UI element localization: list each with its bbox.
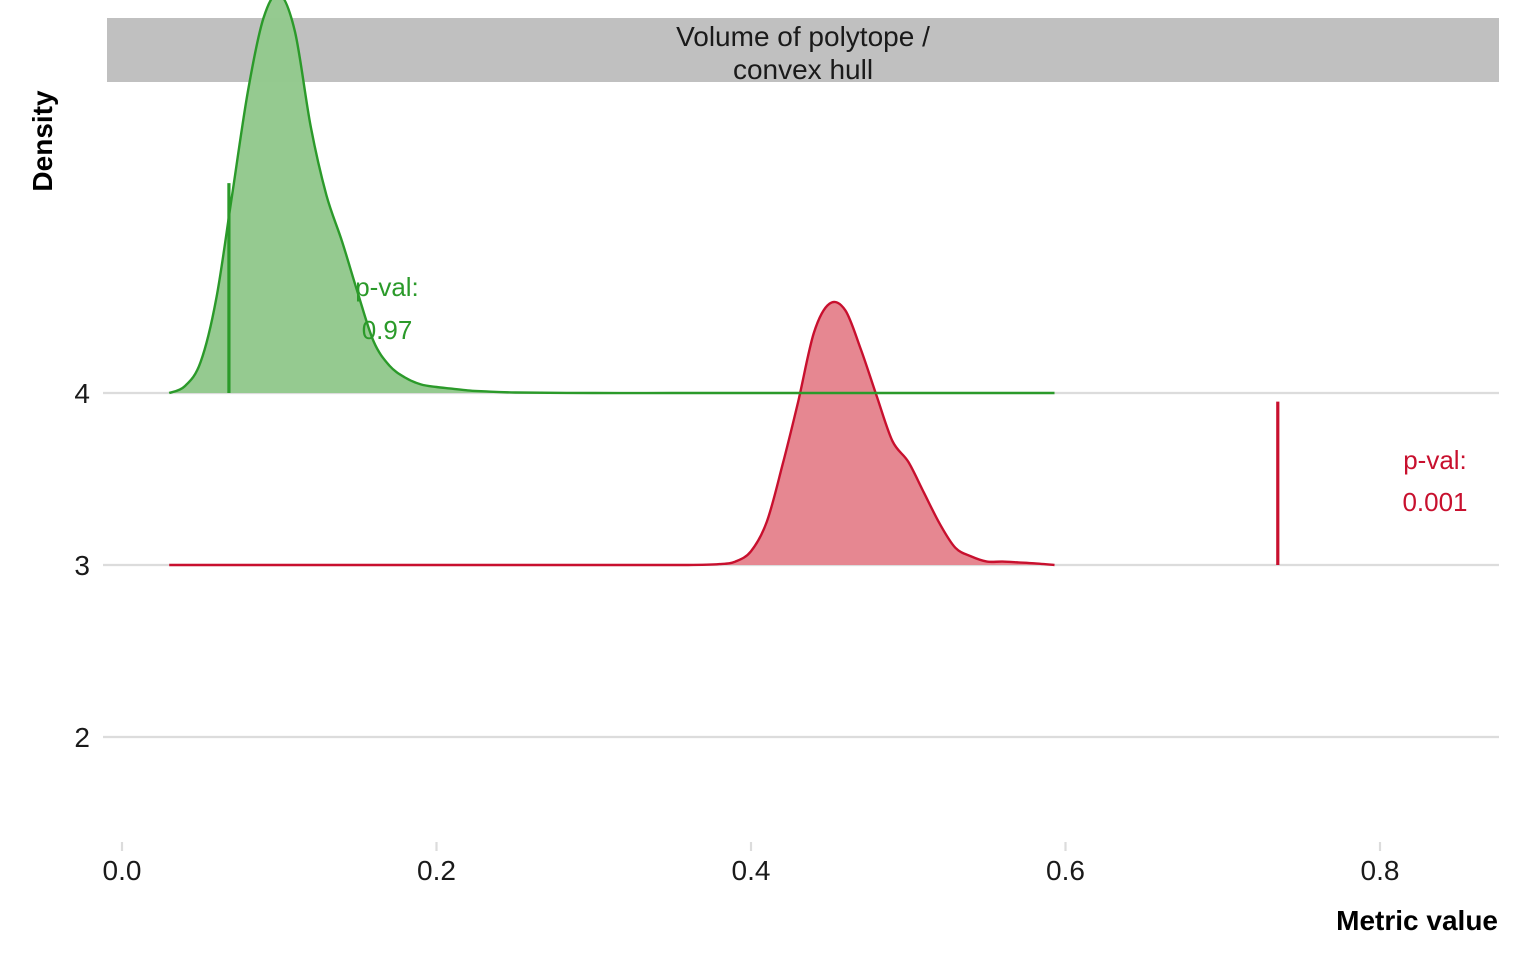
y-axis-title: Density [27,90,58,192]
p-value: 0.001 [1402,487,1467,517]
density-line-3 [169,300,1055,567]
x-tick-label: 0.2 [417,855,456,886]
facet-title-line-1: Volume of polytope / [676,21,930,52]
y-tick-label: 3 [74,550,90,581]
x-tick-label: 0.6 [1046,855,1085,886]
x-axis: 0.0 0.2 0.4 0.6 0.8 [103,842,1400,886]
density-area-3 [169,301,1055,566]
p-value-label: p-val: [355,272,419,302]
x-tick-label: 0.8 [1361,855,1400,886]
p-value-label: p-val: [1403,445,1467,475]
density-ridges [168,0,1055,567]
x-axis-title: Metric value [1336,905,1498,936]
density-line-4 [168,0,1055,395]
x-tick-label: 0.0 [103,855,142,886]
p-value: 0.97 [362,315,413,345]
x-tick-label: 0.4 [732,855,771,886]
facet-title-line-2: convex hull [733,54,873,85]
y-tick-label: 2 [74,722,90,753]
facet-strip [107,18,1499,82]
y-tick-label: 4 [74,378,90,409]
y-axis: 2 3 4 [74,378,90,753]
density-area-4 [169,0,1055,394]
observed-markers: p-val: 0.97 p-val: 0.001 [227,183,1468,565]
